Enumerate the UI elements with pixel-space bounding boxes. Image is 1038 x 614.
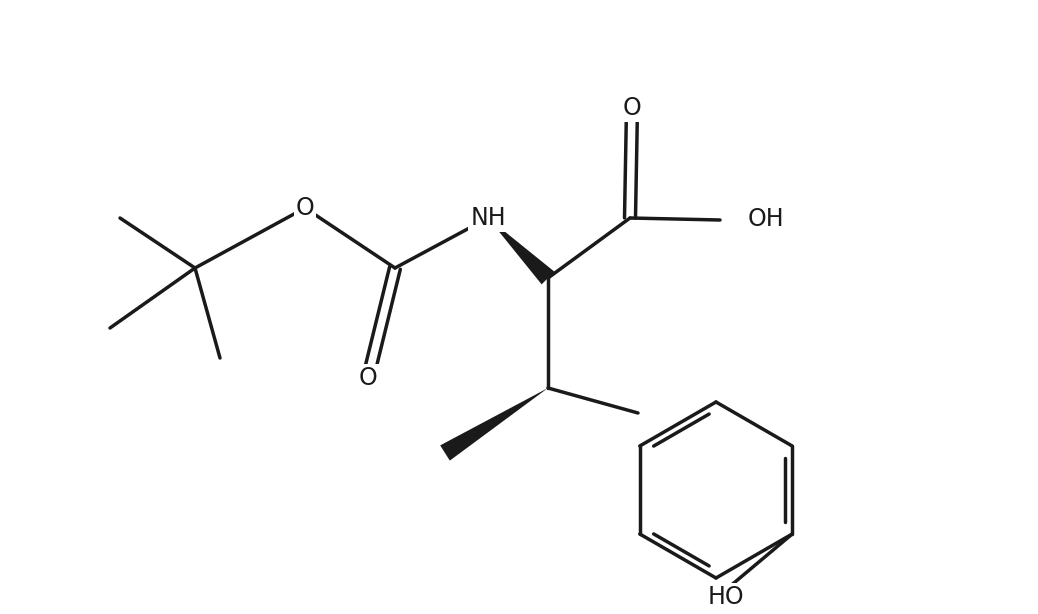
Polygon shape <box>440 388 548 460</box>
Text: OH: OH <box>748 207 785 231</box>
Text: O: O <box>623 96 641 120</box>
Text: O: O <box>358 366 378 390</box>
Polygon shape <box>488 218 554 284</box>
Text: NH: NH <box>470 206 506 230</box>
Text: O: O <box>296 196 315 220</box>
Text: HO: HO <box>707 585 744 609</box>
